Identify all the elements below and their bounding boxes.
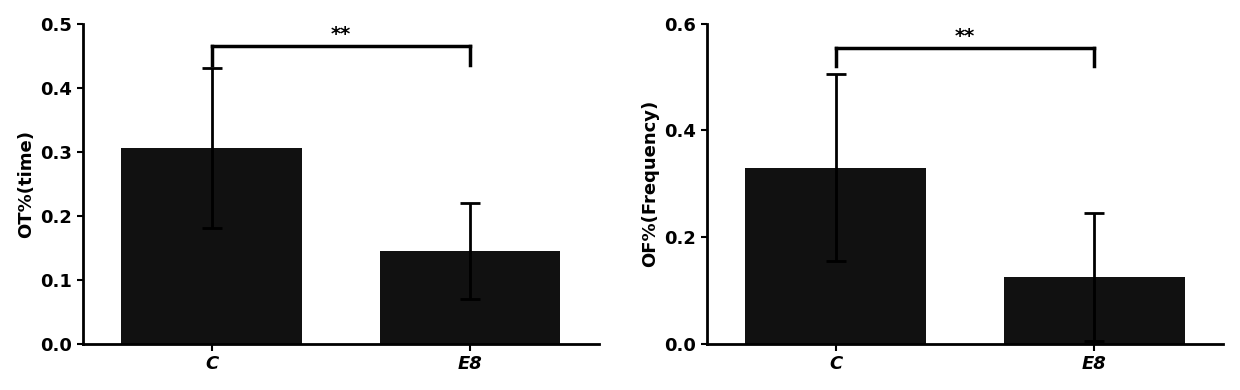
Bar	[1003, 277, 1184, 344]
Bar	[379, 251, 560, 344]
Y-axis label: OF%(Frequency): OF%(Frequency)	[641, 100, 658, 267]
Y-axis label: OT%(time): OT%(time)	[16, 129, 35, 238]
Text: **: **	[955, 27, 975, 46]
Bar	[745, 168, 926, 344]
Bar	[122, 149, 303, 344]
Text: **: **	[331, 25, 351, 44]
